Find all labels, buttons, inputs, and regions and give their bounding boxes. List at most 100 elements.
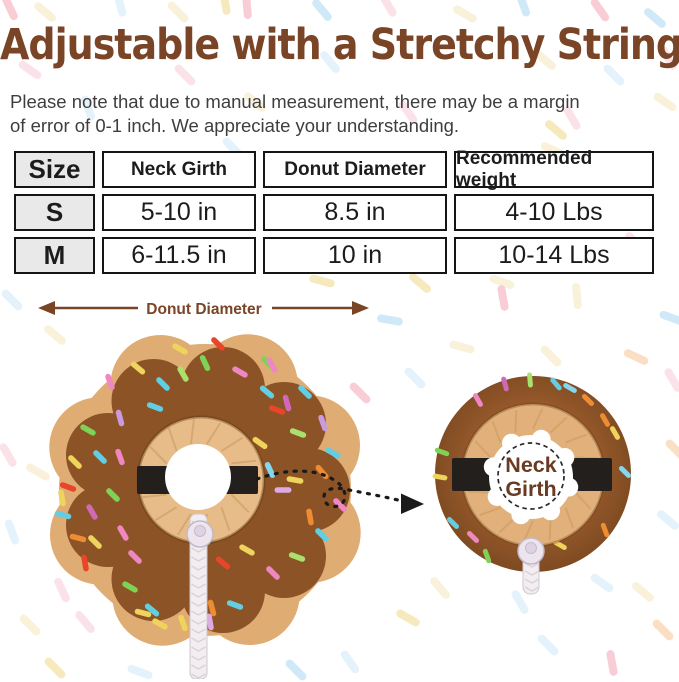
ring-sprinkles	[432, 372, 632, 564]
size-table: Size Neck Girth Donut Diameter Recommend…	[14, 148, 654, 274]
sprinkle	[318, 414, 328, 432]
sprinkle	[432, 473, 448, 481]
sprinkle	[206, 613, 214, 631]
sprinkle	[286, 476, 304, 484]
sprinkle	[563, 383, 577, 393]
sprinkle	[177, 366, 189, 382]
sprinkle	[81, 554, 89, 572]
measurement-note: Please note that due to manual measureme…	[10, 90, 580, 137]
sprinkle	[106, 488, 120, 502]
table-row-s-donut-diameter: 8.5 in	[263, 194, 447, 231]
sprinkle	[298, 385, 312, 399]
table-header-recommended-weight: Recommended weight	[454, 148, 654, 191]
sprinkle	[93, 450, 107, 464]
sprinkle	[466, 530, 480, 544]
table-header-size: Size	[14, 151, 95, 188]
table-row-s-size: S	[14, 194, 95, 231]
sprinkle	[501, 376, 509, 392]
sprinkle	[600, 522, 610, 538]
sprinkle	[172, 343, 188, 355]
sprinkle	[434, 447, 450, 457]
main-donut	[49, 334, 361, 679]
sprinkle	[266, 357, 278, 373]
sprinkle	[58, 489, 66, 507]
table-row-s-recommended-weight: 4-10 Lbs	[454, 194, 654, 231]
sprinkle	[152, 618, 168, 630]
donut-sprinkles	[54, 337, 347, 632]
sprinkle	[306, 508, 314, 526]
sprinkle	[252, 436, 268, 450]
sprinkle	[473, 393, 483, 407]
diameter-arrowhead-left	[38, 301, 55, 315]
sprinkle	[446, 516, 460, 530]
sprinkle	[288, 552, 306, 562]
sprinkle	[128, 550, 142, 564]
sprinkle	[553, 540, 567, 550]
sprinkle	[68, 455, 82, 469]
sprinkle	[315, 528, 329, 542]
sprinkle	[610, 426, 620, 440]
table-row-m-donut-diameter: 10 in	[263, 237, 447, 274]
measurement-note-line2: of error of 0-1 inch. We appreciate your…	[10, 114, 460, 136]
sprinkle	[239, 544, 255, 556]
sprinkle	[600, 413, 610, 427]
sprinkle	[266, 566, 280, 580]
sprinkle	[88, 535, 102, 549]
magnifier-arrow	[255, 469, 424, 514]
sprinkle	[117, 525, 129, 541]
sprinkle	[80, 424, 96, 436]
neck-girth-label-line1: Neck	[505, 453, 556, 477]
table-header-neck-girth: Neck Girth	[102, 151, 256, 188]
sprinkle	[289, 428, 307, 438]
sprinkle	[59, 482, 77, 492]
sprinkle	[264, 462, 276, 478]
magnifier-arrowhead	[401, 493, 424, 514]
donut-hole	[165, 444, 231, 510]
sprinkle	[226, 600, 244, 610]
sprinkle	[325, 447, 341, 459]
sprinkle	[333, 498, 347, 512]
neck-girth-label-line2: Girth	[505, 477, 556, 501]
sprinkle	[482, 548, 492, 564]
sprinkle	[207, 599, 217, 617]
sprinkle	[268, 405, 286, 415]
sprinkle	[215, 556, 231, 570]
sprinkle	[122, 581, 138, 593]
sprinkle	[199, 355, 211, 371]
sprinkle	[178, 614, 188, 632]
table-row-m-size: M	[14, 237, 95, 274]
sprinkle	[550, 377, 562, 391]
diameter-arrowhead-right	[352, 301, 369, 315]
sprinkle	[134, 608, 152, 618]
sprinkle	[115, 448, 125, 466]
sprinkle	[146, 402, 164, 412]
sprinkle	[581, 393, 595, 407]
sprinkle	[211, 337, 225, 351]
table-header-donut-diameter: Donut Diameter	[263, 151, 447, 188]
sprinkle	[130, 361, 146, 375]
sprinkle	[105, 373, 115, 391]
sprinkle	[86, 504, 98, 520]
table-row-m-recommended-weight: 10-14 Lbs	[454, 237, 654, 274]
magnifier-cord-braid	[524, 562, 540, 592]
sprinkle	[54, 510, 72, 520]
table-row-s-neck-girth: 5-10 in	[102, 194, 256, 231]
sprinkle	[259, 385, 275, 399]
diameter-annotation: Donut Diameter	[38, 301, 369, 318]
sprinkle	[618, 465, 632, 479]
sprinkle	[156, 377, 170, 391]
table-row-m-neck-girth: 6-11.5 in	[102, 237, 256, 274]
neck-girth-dashed-border	[497, 442, 565, 510]
measurement-note-line1: Please note that due to manual measureme…	[10, 91, 580, 112]
sprinkle	[144, 603, 160, 617]
sprinkle	[232, 366, 248, 378]
sprinkle	[527, 372, 533, 388]
sprinkle	[69, 533, 87, 543]
diameter-label: Donut Diameter	[146, 301, 261, 318]
magnifier-circle: Neck Girth	[432, 372, 632, 595]
sprinkle	[274, 487, 292, 493]
sprinkle	[115, 409, 125, 427]
page-title: Adjustable with a Stretchy String	[0, 20, 679, 70]
sprinkle	[282, 394, 292, 412]
